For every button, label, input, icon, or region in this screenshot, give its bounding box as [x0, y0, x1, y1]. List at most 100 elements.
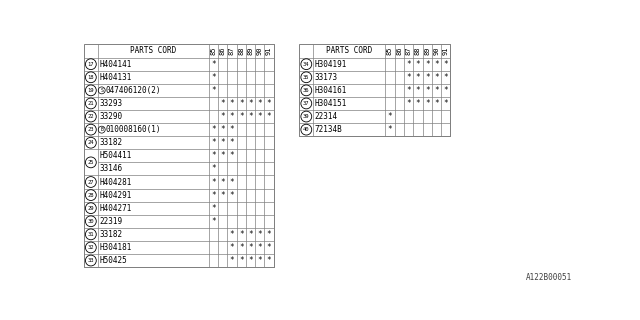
Text: *: * — [257, 243, 262, 252]
Text: *: * — [425, 60, 429, 69]
Text: *: * — [415, 86, 420, 95]
Text: 18: 18 — [88, 75, 94, 80]
Text: *: * — [211, 60, 216, 69]
Text: 33290: 33290 — [99, 112, 122, 121]
Text: *: * — [257, 230, 262, 239]
Text: *: * — [388, 112, 392, 121]
Text: *: * — [220, 138, 225, 147]
Text: *: * — [220, 99, 225, 108]
Text: H404141: H404141 — [99, 60, 132, 69]
Text: 22: 22 — [88, 114, 94, 119]
Text: *: * — [444, 73, 448, 82]
Text: 19: 19 — [88, 88, 94, 93]
Text: *: * — [211, 86, 216, 95]
Text: *: * — [267, 112, 271, 121]
Text: 39: 39 — [303, 114, 310, 119]
Text: *: * — [230, 125, 234, 134]
Text: *: * — [211, 204, 216, 213]
Text: 17: 17 — [88, 62, 94, 67]
Text: A122B00051: A122B00051 — [526, 274, 572, 283]
Text: H304181: H304181 — [99, 243, 132, 252]
Text: 33182: 33182 — [99, 138, 122, 147]
Text: *: * — [211, 178, 216, 187]
Text: 34: 34 — [303, 62, 310, 67]
Text: 87: 87 — [229, 46, 235, 55]
Text: *: * — [425, 99, 429, 108]
Text: 85: 85 — [387, 46, 393, 55]
Text: B: B — [100, 127, 103, 132]
Text: 90: 90 — [257, 46, 263, 55]
Text: *: * — [211, 73, 216, 82]
Text: *: * — [267, 99, 271, 108]
Text: *: * — [415, 73, 420, 82]
Text: S: S — [100, 88, 103, 93]
Text: *: * — [211, 151, 216, 160]
Text: H50425: H50425 — [99, 256, 127, 265]
Text: 72134B: 72134B — [315, 125, 342, 134]
Text: *: * — [257, 256, 262, 265]
Text: *: * — [425, 73, 429, 82]
Text: PARTS CORD: PARTS CORD — [130, 46, 177, 55]
Text: H404291: H404291 — [99, 191, 132, 200]
Text: H404271: H404271 — [99, 204, 132, 213]
Text: 22314: 22314 — [315, 112, 338, 121]
Text: *: * — [248, 112, 253, 121]
Text: *: * — [406, 60, 411, 69]
Text: 87: 87 — [406, 46, 412, 55]
Text: *: * — [257, 99, 262, 108]
Text: 88: 88 — [415, 46, 421, 55]
Text: *: * — [230, 243, 234, 252]
Text: 25: 25 — [88, 160, 94, 165]
Text: H504411: H504411 — [99, 151, 132, 160]
Text: 91: 91 — [443, 46, 449, 55]
Text: 30: 30 — [88, 219, 94, 224]
Text: 23: 23 — [88, 127, 94, 132]
Text: 33: 33 — [88, 258, 94, 263]
Text: *: * — [230, 138, 234, 147]
Text: *: * — [444, 60, 448, 69]
Text: *: * — [434, 60, 439, 69]
Text: H404131: H404131 — [99, 73, 132, 82]
Text: *: * — [248, 230, 253, 239]
Text: *: * — [239, 243, 243, 252]
Text: 91: 91 — [266, 46, 272, 55]
Text: 86: 86 — [396, 46, 403, 55]
Text: *: * — [388, 125, 392, 134]
Text: 36: 36 — [303, 88, 310, 93]
Text: *: * — [239, 256, 243, 265]
Text: 89: 89 — [424, 46, 430, 55]
Text: *: * — [267, 256, 271, 265]
Text: 22319: 22319 — [99, 217, 122, 226]
Text: *: * — [220, 151, 225, 160]
Text: *: * — [211, 217, 216, 226]
Text: *: * — [267, 243, 271, 252]
Text: 32: 32 — [88, 245, 94, 250]
Text: *: * — [444, 86, 448, 95]
Text: 27: 27 — [88, 180, 94, 185]
Text: *: * — [248, 243, 253, 252]
Text: *: * — [425, 86, 429, 95]
Text: *: * — [211, 164, 216, 173]
Text: 33173: 33173 — [315, 73, 338, 82]
Text: *: * — [434, 86, 439, 95]
Text: *: * — [211, 191, 216, 200]
Text: *: * — [211, 138, 216, 147]
Text: 29: 29 — [88, 206, 94, 211]
Text: 89: 89 — [248, 46, 253, 55]
Text: *: * — [220, 112, 225, 121]
Text: *: * — [415, 99, 420, 108]
Text: *: * — [230, 99, 234, 108]
Text: 90: 90 — [433, 46, 440, 55]
Text: *: * — [239, 112, 243, 121]
Text: *: * — [444, 99, 448, 108]
Text: 40: 40 — [303, 127, 310, 132]
Text: H404281: H404281 — [99, 178, 132, 187]
Text: PARTS CORD: PARTS CORD — [326, 46, 372, 55]
Bar — [300, 44, 451, 136]
Text: H304151: H304151 — [315, 99, 348, 108]
Text: 33146: 33146 — [99, 164, 122, 173]
Text: *: * — [267, 230, 271, 239]
Text: 28: 28 — [88, 193, 94, 197]
Text: 21: 21 — [88, 101, 94, 106]
Text: 24: 24 — [88, 140, 94, 145]
